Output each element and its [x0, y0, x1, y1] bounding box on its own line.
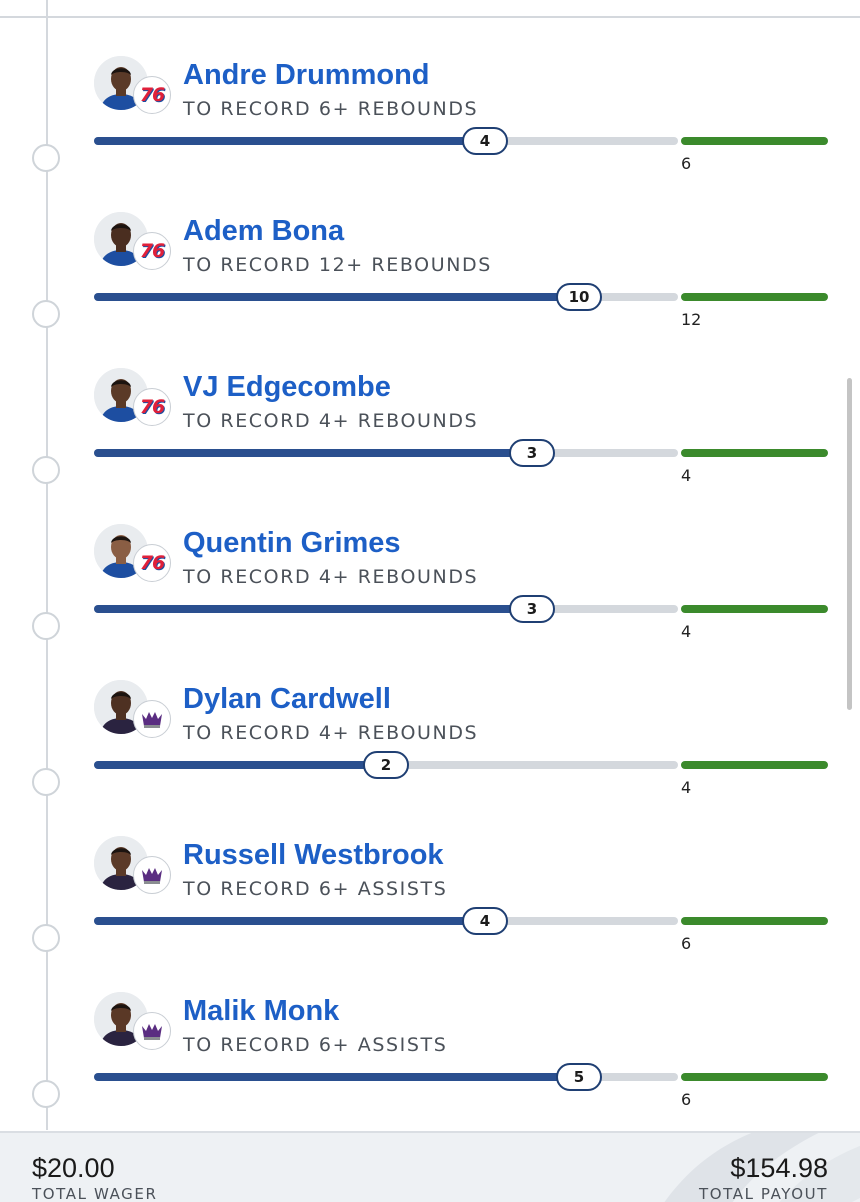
kings-crown-icon	[139, 862, 165, 888]
goal-segment	[681, 449, 828, 457]
goal-value: 6	[681, 934, 692, 953]
team-logo: 76	[133, 388, 171, 426]
player-name[interactable]: Quentin Grimes	[183, 527, 401, 559]
market-description: TO RECORD 6+ ASSISTS	[183, 1034, 448, 1056]
top-edge	[0, 0, 860, 18]
parlay-leg[interactable]: Malik Monk TO RECORD 6+ ASSISTS 5 6	[0, 992, 860, 1150]
progress-fill	[94, 1073, 579, 1081]
progress-fill	[94, 449, 532, 457]
team-logo: 76	[133, 76, 171, 114]
market-description: TO RECORD 6+ REBOUNDS	[183, 98, 479, 120]
goal-segment	[681, 1073, 828, 1081]
sixers-logo-text: 76	[139, 396, 165, 418]
total-payout-amount: $154.98	[730, 1153, 828, 1183]
goal-segment	[681, 137, 828, 145]
player-name[interactable]: Malik Monk	[183, 995, 340, 1027]
current-stat-badge: 10	[556, 283, 602, 311]
current-stat-badge: 4	[462, 127, 508, 155]
current-stat-badge: 5	[556, 1063, 602, 1091]
current-stat-badge: 3	[509, 595, 555, 623]
parlay-leg[interactable]: 76 Adem Bona TO RECORD 12+ REBOUNDS 10 12	[0, 212, 860, 370]
goal-value: 4	[681, 622, 692, 641]
market-description: TO RECORD 6+ ASSISTS	[183, 878, 448, 900]
timeline-node	[32, 1080, 60, 1108]
goal-value: 12	[681, 310, 702, 329]
total-payout-label: TOTAL PAYOUT	[698, 1185, 828, 1202]
team-logo: 76	[133, 544, 171, 582]
kings-crown-icon	[139, 706, 165, 732]
player-name[interactable]: VJ Edgecombe	[183, 371, 391, 403]
team-logo	[133, 700, 171, 738]
timeline-node	[32, 612, 60, 640]
progress-track	[94, 1073, 678, 1081]
progress-fill	[94, 761, 386, 769]
parlay-leg[interactable]: 76 Andre Drummond TO RECORD 6+ REBOUNDS 4 6	[0, 56, 860, 214]
footer-decoration	[664, 1133, 860, 1202]
goal-segment	[681, 605, 828, 613]
current-stat-badge: 3	[509, 439, 555, 467]
progress-track	[94, 137, 678, 145]
player-name[interactable]: Russell Westbrook	[183, 839, 444, 871]
parlay-leg[interactable]: Russell Westbrook TO RECORD 6+ ASSISTS 4 6	[0, 836, 860, 994]
goal-segment	[681, 761, 828, 769]
scrollbar-thumb[interactable]	[847, 378, 852, 710]
progress-fill	[94, 605, 532, 613]
current-stat-badge: 2	[363, 751, 409, 779]
progress-fill	[94, 917, 485, 925]
progress-track	[94, 917, 678, 925]
timeline-node	[32, 456, 60, 484]
timeline-node	[32, 924, 60, 952]
team-logo	[133, 1012, 171, 1050]
progress-track	[94, 293, 678, 301]
market-description: TO RECORD 4+ REBOUNDS	[183, 410, 479, 432]
total-wager-amount: $20.00	[32, 1153, 115, 1183]
parlay-leg[interactable]: Dylan Cardwell TO RECORD 4+ REBOUNDS 2 4	[0, 680, 860, 838]
parlay-leg[interactable]: 76 VJ Edgecombe TO RECORD 4+ REBOUNDS 3 4	[0, 368, 860, 526]
progress-fill	[94, 137, 485, 145]
progress-fill	[94, 293, 579, 301]
team-logo	[133, 856, 171, 894]
player-name[interactable]: Dylan Cardwell	[183, 683, 391, 715]
market-description: TO RECORD 4+ REBOUNDS	[183, 566, 479, 588]
current-stat-badge: 4	[462, 907, 508, 935]
goal-value: 6	[681, 1090, 692, 1109]
sixers-logo-text: 76	[139, 552, 165, 574]
goal-value: 4	[681, 466, 692, 485]
total-wager-label: TOTAL WAGER	[32, 1185, 158, 1202]
timeline-node	[32, 768, 60, 796]
timeline-line	[46, 0, 48, 1130]
kings-crown-icon	[139, 1018, 165, 1044]
player-headshot	[94, 680, 148, 734]
goal-segment	[681, 293, 828, 301]
sixers-logo-text: 76	[139, 84, 165, 106]
progress-track	[94, 449, 678, 457]
goal-value: 4	[681, 778, 692, 797]
team-logo: 76	[133, 232, 171, 270]
parlay-leg[interactable]: 76 Quentin Grimes TO RECORD 4+ REBOUNDS 3 4	[0, 524, 860, 682]
bet-summary-footer: $20.00 TOTAL WAGER $154.98 TOTAL PAYOUT	[0, 1131, 860, 1202]
timeline-node	[32, 300, 60, 328]
goal-segment	[681, 917, 828, 925]
player-name[interactable]: Andre Drummond	[183, 59, 430, 91]
progress-track	[94, 605, 678, 613]
sixers-logo-text: 76	[139, 240, 165, 262]
player-name[interactable]: Adem Bona	[183, 215, 345, 247]
goal-value: 6	[681, 154, 692, 173]
market-description: TO RECORD 4+ REBOUNDS	[183, 722, 479, 744]
timeline-node	[32, 144, 60, 172]
market-description: TO RECORD 12+ REBOUNDS	[183, 254, 492, 276]
